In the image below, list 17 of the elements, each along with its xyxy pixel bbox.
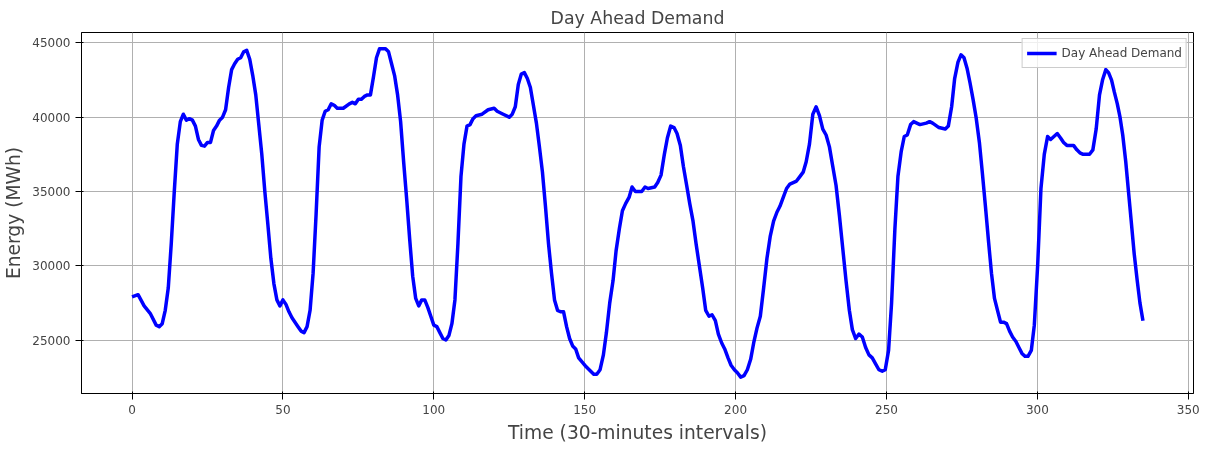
x-tick-label: 250 — [875, 402, 898, 417]
y-tick-label: 30000 — [32, 259, 71, 274]
x-axis-title: Time (30-minutes intervals) — [507, 421, 767, 443]
chart-title: Day Ahead Demand — [550, 7, 725, 28]
x-tick-label: 300 — [1025, 402, 1049, 417]
x-tick-label: 200 — [724, 402, 748, 417]
x-tick-label: 0 — [128, 402, 136, 417]
x-tick-label: 350 — [1176, 402, 1200, 417]
y-axis-title: Energy (MWh) — [3, 146, 25, 280]
x-tick-label: 50 — [275, 402, 291, 417]
x-tick-label: 100 — [422, 402, 446, 417]
x-tick-label: 150 — [573, 402, 597, 417]
y-tick-label: 40000 — [32, 110, 71, 125]
y-tick-label: 25000 — [32, 333, 71, 348]
legend-label: Day Ahead Demand — [1061, 46, 1182, 60]
y-tick-label: 35000 — [32, 184, 71, 199]
y-tick-label: 45000 — [32, 36, 71, 51]
